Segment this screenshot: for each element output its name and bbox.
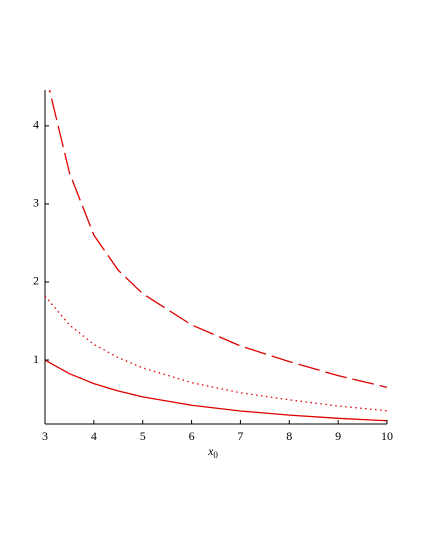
curve-solid: [44, 359, 388, 422]
y-tick-label: 4: [33, 118, 39, 132]
x-tick-label: 4: [91, 429, 97, 443]
x-label-subscript: 0: [213, 450, 218, 460]
y-tick-label: 2: [33, 274, 39, 288]
x-tick-label: 9: [335, 429, 341, 443]
x-tick-label: 10: [381, 429, 393, 443]
x-label-base: x: [207, 444, 214, 458]
curve-dashed: [48, 90, 388, 388]
y-tick-label: 1: [33, 352, 39, 366]
x-tick-label: 3: [42, 429, 48, 443]
x-axis-label: x0: [207, 444, 218, 460]
curve-dotted: [44, 295, 388, 412]
plot-area: [44, 90, 388, 422]
x-tick-label: 5: [140, 429, 146, 443]
x-tick-label: 8: [286, 429, 292, 443]
y-tick-label: 3: [33, 196, 39, 210]
x-tick-label: 6: [189, 429, 195, 443]
x-tick-label: 7: [237, 429, 243, 443]
